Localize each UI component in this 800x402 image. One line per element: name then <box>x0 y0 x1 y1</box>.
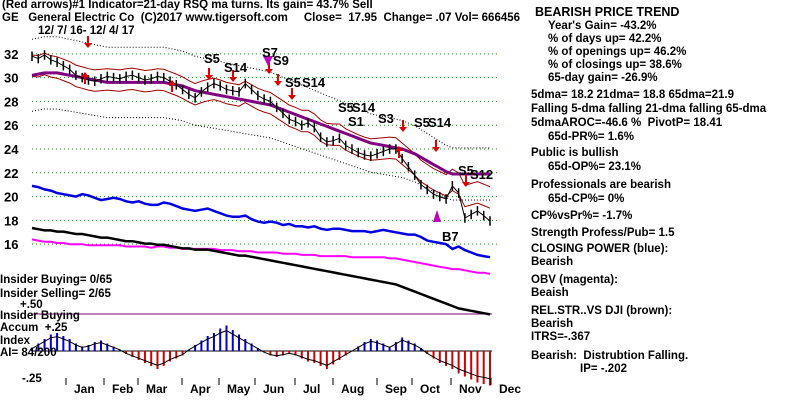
stat-line-13: 65d-CP%= 0% <box>548 193 625 205</box>
month-tick-Feb: Feb <box>112 382 133 396</box>
stat-line-11: 65d-OP%= 23.1% <box>548 161 642 173</box>
month-tick-Jun: Jun <box>263 382 284 396</box>
month-tick-Sep: Sep <box>385 382 407 396</box>
signal-label-1: S14 <box>224 60 248 75</box>
signal-arrow-head-4 <box>229 77 237 82</box>
stat-line-3: % of openings up= 46.2% <box>548 46 687 58</box>
stat-line-18: OBV (magenta): <box>531 274 618 286</box>
signal-label-11: S14 <box>428 115 452 130</box>
signal-arrow-head-8 <box>395 146 403 151</box>
y-tick-24: 24 <box>4 142 19 157</box>
y-tick-26: 26 <box>4 118 18 133</box>
stat-line-22: ITRS=-.367 <box>531 331 591 343</box>
signal-label-4: S5 <box>285 75 301 90</box>
stat-line-24: IP= -.202 <box>580 363 627 375</box>
signal-arrow-head-6 <box>274 81 282 86</box>
signal-label-10: S5 <box>414 115 430 130</box>
stat-line-0: BEARISH PRICE TREND <box>535 5 680 19</box>
month-tick-Jan: Jan <box>74 382 95 396</box>
month-tick-Apr: Apr <box>190 382 211 396</box>
signal-label-7: S14 <box>352 100 376 115</box>
insider-label-4: Accum +.25 <box>0 322 68 334</box>
month-tick-Mar: Mar <box>146 382 168 396</box>
signal-arrow-head-9 <box>399 127 407 132</box>
y-tick-30: 30 <box>4 71 18 86</box>
stat-line-7: Falling 5-dma falling 21-dma falling 65-… <box>531 103 767 115</box>
insider-label-7: -.25 <box>22 373 42 385</box>
stat-line-20: REL.STR..VS DJI (brown): <box>531 305 673 317</box>
stat-line-17: Bearish <box>531 256 574 268</box>
stat-line-21: Bearish <box>531 318 574 330</box>
y-tick-28: 28 <box>4 94 18 109</box>
insider-label-3: Insider Buying <box>0 310 80 322</box>
signal-label-6: S5 <box>338 100 354 115</box>
upper-band-line <box>31 36 490 149</box>
closing-power-line <box>31 184 491 259</box>
lower-band-line <box>31 108 490 201</box>
ma65-line <box>31 71 490 176</box>
stock-info-header: GE General Electric Co (C)2017 www.tiger… <box>2 12 521 24</box>
y-tick-20: 20 <box>4 190 18 205</box>
stat-line-23: Bearish: Distrubtion Falling. <box>531 350 689 362</box>
month-tick-Nov: Nov <box>459 382 482 396</box>
signal-label-2: S7 <box>262 45 278 60</box>
signal-label-5: S14 <box>302 75 326 90</box>
signal-arrow-head-5 <box>265 69 273 74</box>
month-tick-May: May <box>227 382 251 396</box>
sell-arrow-magenta <box>263 56 273 66</box>
signal-label-8: S1 <box>348 114 364 129</box>
signal-arrow-head-7 <box>288 95 296 100</box>
signal-arrow-head-11 <box>462 182 470 187</box>
month-tick-Dec: Dec <box>499 382 521 396</box>
signal-arrow-head-10 <box>432 147 440 152</box>
stat-line-12: Professionals are bearish <box>531 179 671 191</box>
y-tick-32: 32 <box>4 47 18 62</box>
obv-line <box>31 238 491 275</box>
stat-line-4: % of closings up= 38.6% <box>548 59 682 71</box>
stat-line-9: 65d-PR%= 1.6% <box>548 131 634 143</box>
signal-label-3: S9 <box>273 53 289 68</box>
stat-line-5: 65-day gain= -26.9% <box>548 72 658 84</box>
accum-ma-line <box>31 330 491 380</box>
insider-label-2: +.50 <box>20 299 43 311</box>
signal-arrow-head-0 <box>84 43 92 48</box>
buy-arrow-magenta <box>433 210 441 222</box>
signal-label-9: S3 <box>378 111 394 126</box>
y-tick-18: 18 <box>4 213 18 228</box>
stat-line-8: 5dmaAROC=-46.6 % PivotP= 18.41 <box>531 117 723 129</box>
signal-label-0: S5 <box>204 51 220 66</box>
y-tick-22: 22 <box>4 166 18 181</box>
insider-label-6: AI= 84/200 <box>0 347 57 359</box>
insider-label-1: Insider Selling= 2/65 <box>0 288 111 300</box>
signal-label-12: B7 <box>442 229 459 244</box>
month-tick-Jul: Jul <box>303 382 320 396</box>
signal-arrow-head-2 <box>168 80 176 85</box>
stat-line-1: Year's Gain= -43.2% <box>548 20 657 32</box>
month-tick-Aug: Aug <box>341 382 364 396</box>
stat-line-10: Public is bullish <box>531 147 619 159</box>
stat-line-2: % of days up= 42.2% <box>548 33 662 45</box>
indicator-header: (Red arrows)#1 Indicator=21-day RSQ ma t… <box>2 0 373 11</box>
stat-line-6: 5dma= 18.2 21dma= 18.8 65dma=21.9 <box>531 89 734 101</box>
signal-arrow-head-3 <box>205 75 213 80</box>
stat-line-14: CP%vsPr%= -1.7% <box>531 210 633 222</box>
stat-line-19: Beaish <box>531 287 569 299</box>
stat-line-15: Strength Profess/Pub= 1.5 <box>531 227 675 239</box>
signal-label-13: S5 <box>458 163 474 178</box>
y-tick-16: 16 <box>4 237 18 252</box>
signal-label-14: S12 <box>470 167 494 182</box>
insider-label-0: Insider Buying= 0/65 <box>0 274 113 286</box>
price-close-line <box>31 54 491 222</box>
signal-arrow-head-1 <box>81 72 89 77</box>
month-tick-Oct: Oct <box>420 382 440 396</box>
stat-line-16: CLOSING POWER (blue): <box>531 243 669 255</box>
date-range-label: 12/ 7/ 16- 12/ 4/ 17 <box>38 25 135 37</box>
insider-label-5: Index <box>0 335 31 347</box>
rel-strength-line <box>31 226 491 316</box>
